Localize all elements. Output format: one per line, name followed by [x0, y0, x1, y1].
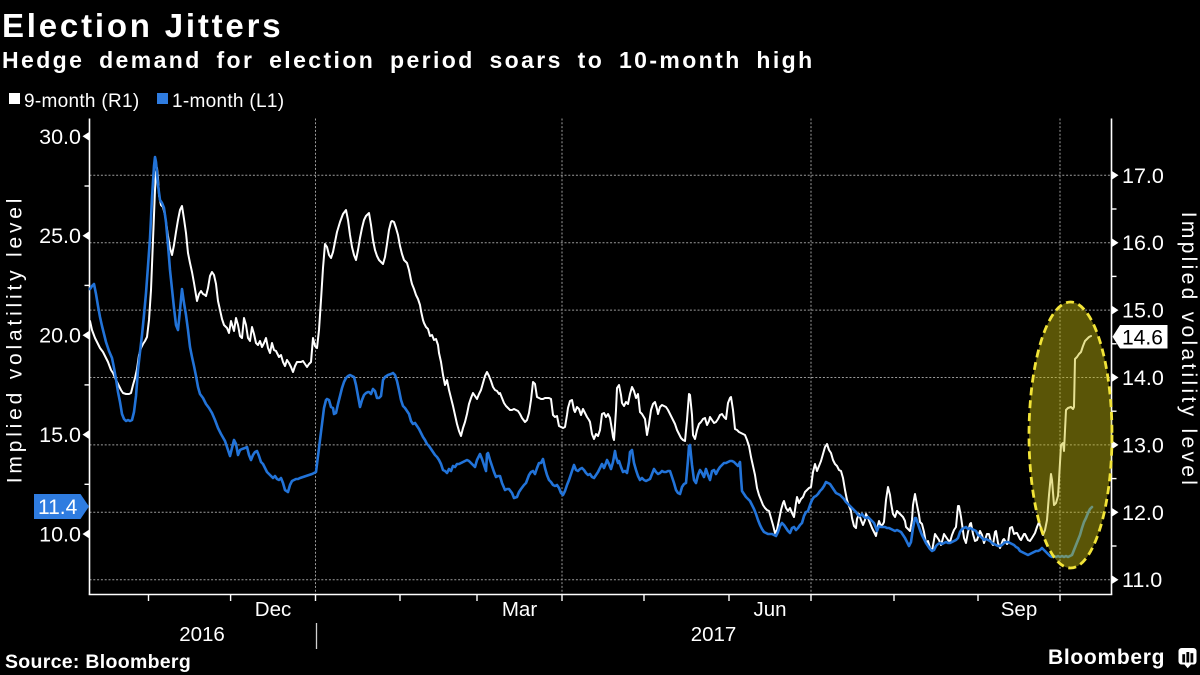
svg-text:Jun: Jun	[753, 598, 786, 621]
svg-text:Implied volatility level: Implied volatility level	[1177, 212, 1200, 488]
svg-text:11.4: 11.4	[38, 496, 78, 519]
svg-text:12.0: 12.0	[1122, 501, 1164, 525]
svg-text:14.0: 14.0	[1122, 366, 1164, 390]
svg-text:Hedge demand for election peri: Hedge demand for election period soars t…	[2, 47, 815, 73]
svg-text:20.0: 20.0	[39, 324, 81, 348]
svg-text:16.0: 16.0	[1122, 231, 1164, 255]
svg-text:11.0: 11.0	[1122, 568, 1162, 592]
svg-text:10.0: 10.0	[39, 523, 81, 547]
svg-text:Mar: Mar	[502, 598, 537, 621]
svg-text:14.6: 14.6	[1122, 327, 1163, 350]
svg-text:15.0: 15.0	[1122, 299, 1164, 323]
svg-text:1-month (L1): 1-month (L1)	[172, 91, 284, 112]
svg-text:2016: 2016	[179, 623, 225, 646]
svg-text:Sep: Sep	[1001, 598, 1037, 621]
svg-text:13.0: 13.0	[1122, 433, 1164, 457]
svg-text:17.0: 17.0	[1122, 164, 1164, 188]
svg-text:Bloomberg: Bloomberg	[1048, 646, 1165, 669]
svg-text:15.0: 15.0	[39, 423, 81, 447]
svg-text:9-month (R1): 9-month (R1)	[24, 91, 140, 112]
svg-text:25.0: 25.0	[39, 224, 81, 248]
svg-text:2017: 2017	[691, 623, 737, 646]
svg-text:Dec: Dec	[255, 598, 291, 621]
svg-text:Source: Bloomberg: Source: Bloomberg	[5, 651, 191, 673]
svg-text:30.0: 30.0	[39, 125, 81, 149]
svg-text:Implied volatility level: Implied volatility level	[4, 195, 27, 483]
svg-text:Election Jitters: Election Jitters	[2, 7, 283, 44]
